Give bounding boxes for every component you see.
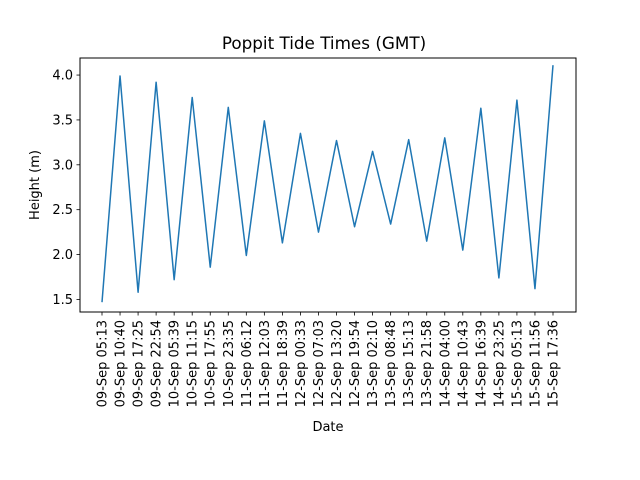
x-tick-label: 10-Sep 17:55	[204, 320, 219, 407]
y-tick-label: 2.0	[52, 248, 73, 263]
y-axis-label: Height (m)	[28, 150, 43, 220]
x-tick-label: 12-Sep 13:20	[330, 320, 345, 407]
x-tick-label: 14-Sep 16:39	[474, 320, 489, 407]
x-tick-label: 13-Sep 02:10	[366, 320, 381, 407]
chart-title: Poppit Tide Times (GMT)	[222, 33, 426, 53]
x-tick-label: 12-Sep 07:03	[312, 320, 327, 407]
x-tick-label: 12-Sep 00:33	[294, 320, 309, 407]
x-tick-label: 10-Sep 23:35	[222, 320, 237, 407]
x-tick-label: 10-Sep 05:39	[168, 320, 183, 407]
y-tick-label: 4.0	[52, 69, 73, 84]
series-layer	[101, 65, 554, 303]
x-tick-label: 15-Sep 17:36	[547, 320, 562, 407]
x-tick-label: 09-Sep 22:54	[150, 320, 165, 407]
x-axis-label: Date	[312, 420, 343, 435]
x-tick-label: 13-Sep 15:13	[402, 320, 417, 407]
x-axis-ticks: 09-Sep 05:13 09-Sep 10:40 09-Sep 17:25 09-S…	[96, 312, 562, 407]
y-tick-label: 3.0	[52, 158, 73, 173]
plot-frame	[79, 57, 577, 313]
x-tick-label: 14-Sep 04:00	[438, 320, 453, 407]
x-tick-label: 14-Sep 10:43	[456, 320, 471, 407]
x-tick-label: 11-Sep 18:39	[276, 320, 291, 407]
x-tick-label: 11-Sep 06:12	[240, 320, 255, 407]
x-tick-label: 15-Sep 05:13	[510, 320, 525, 407]
y-tick-label: 3.5	[52, 113, 73, 128]
x-tick-label: 09-Sep 10:40	[114, 320, 129, 407]
x-tick-label: 09-Sep 17:25	[132, 320, 147, 407]
x-tick-label: 12-Sep 19:54	[348, 320, 363, 407]
y-tick-label: 1.5	[52, 293, 73, 308]
series-line	[101, 65, 554, 303]
y-tick-label: 2.5	[52, 203, 73, 218]
x-tick-label: 15-Sep 11:56	[528, 320, 543, 407]
x-tick-label: 13-Sep 21:58	[420, 320, 435, 407]
x-tick-label: 10-Sep 11:15	[186, 320, 201, 407]
x-tick-label: 13-Sep 08:48	[384, 320, 399, 407]
x-tick-label: 11-Sep 12:03	[258, 320, 273, 407]
x-tick-label: 14-Sep 23:25	[492, 320, 507, 407]
x-tick-label: 09-Sep 05:13	[96, 320, 111, 407]
y-axis-ticks: 1.5 2.0 2.5 3.0 3.5 4.0	[52, 69, 80, 308]
